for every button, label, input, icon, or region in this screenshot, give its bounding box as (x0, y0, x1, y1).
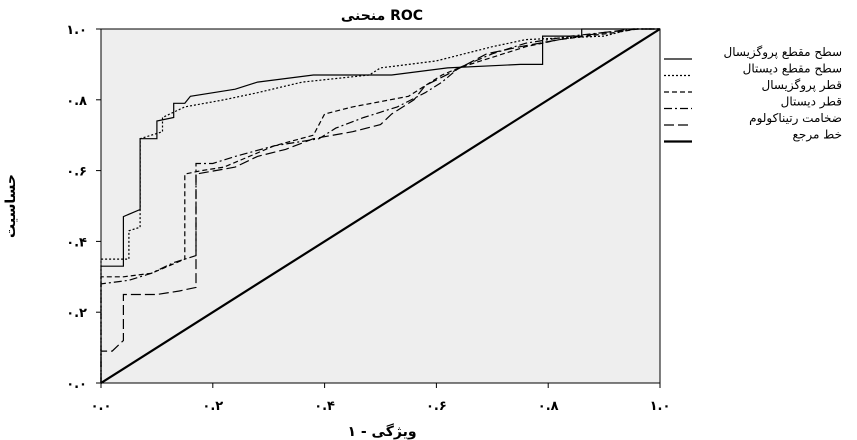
y-tick-label-1: ۰.۲ (66, 306, 87, 321)
legend-label-5: ضخامت رتیناکولوم (749, 111, 842, 126)
x-tick-label-1: ۰.۲ (202, 399, 223, 414)
y-tick-label-0: ۰.۰ (66, 377, 87, 392)
series-line-1 (100, 28, 660, 383)
series-line-4 (100, 28, 660, 383)
legend-label-1: سطح مقطع پروگزیسال (723, 45, 842, 60)
legend-label-3: قطر پروگزیسال (761, 78, 842, 93)
legend-label-2: سطح مقطع دیستال (743, 62, 842, 76)
x-tick-label-2: ۰.۴ (314, 399, 335, 414)
y-tick-label-4: ۰.۸ (66, 94, 87, 109)
legend-label-6: خط مرجع (793, 128, 842, 143)
chart-title: منحنی ROC (341, 8, 423, 24)
x-tick-label-3: ۰.۶ (426, 399, 447, 414)
x-tick-label-4: ۰.۸ (538, 399, 559, 414)
y-axis-title: حساسیت (3, 174, 19, 238)
x-tick-label-5: ۱.۰ (650, 399, 671, 414)
y-tick-label-5: ۱.۰ (66, 23, 87, 38)
x-tick-label-0: ۰.۰ (91, 399, 112, 414)
series-line-6 (100, 28, 661, 384)
y-axis-ticks: ۰.۰ ۰.۲ ۰.۴ ۰.۶ ۰.۸ ۱.۰ (66, 23, 101, 392)
legend: سطح مقطع پروگزیسال سطح مقطع دیستال قطر پرو… (664, 45, 842, 143)
series-layer (100, 28, 661, 384)
y-tick-label-2: ۰.۴ (66, 235, 87, 250)
x-axis-ticks: ۰.۰ ۰.۲ ۰.۴ ۰.۶ ۰.۸ ۱.۰ (91, 383, 671, 414)
series-line-5 (100, 28, 660, 383)
x-axis-title: ویژگی - ۱ (347, 423, 416, 440)
legend-label-4: قطر دیستال (781, 95, 842, 110)
y-tick-label-3: ۰.۶ (66, 165, 87, 180)
